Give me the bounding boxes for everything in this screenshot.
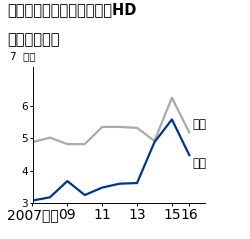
Text: が追い上げる: が追い上げる [8, 32, 60, 47]
Text: 7  兆円: 7 兆円 [10, 51, 36, 61]
Text: 第一: 第一 [192, 157, 206, 170]
Text: 日生: 日生 [192, 118, 206, 131]
Text: 保険料等収入では第一生命HD: 保険料等収入では第一生命HD [8, 2, 137, 17]
